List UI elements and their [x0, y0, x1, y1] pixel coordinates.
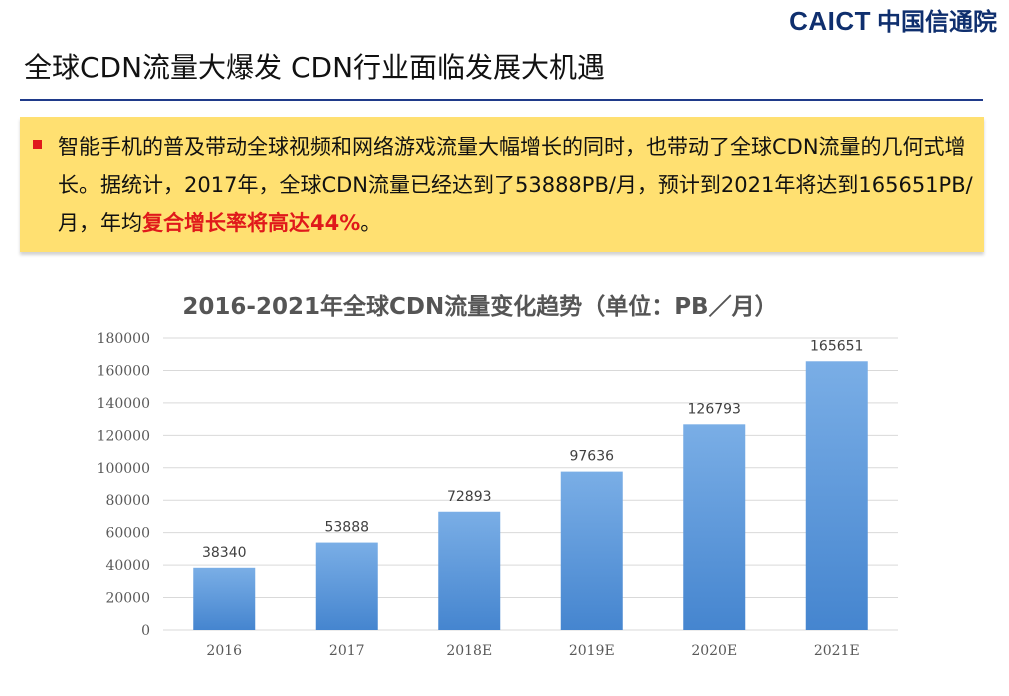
- y-tick-label: 80000: [105, 493, 150, 509]
- y-tick-label: 140000: [97, 396, 150, 412]
- callout-highlight: 复合增长率将高达44%: [142, 211, 361, 235]
- y-tick-label: 0: [141, 623, 150, 639]
- data-label: 97636: [569, 449, 614, 465]
- y-tick-label: 40000: [105, 558, 150, 574]
- data-label: 126793: [688, 401, 741, 417]
- slide-title: 全球CDN流量大爆发 CDN行业面临发展大机遇: [24, 51, 606, 84]
- data-label: 72893: [447, 489, 492, 505]
- callout-text-body: 智能手机的普及带动全球视频和网络游戏流量大幅增长的同时，也带动了全球CDN流量的…: [58, 135, 973, 235]
- summary-callout: 智能手机的普及带动全球视频和网络游戏流量大幅增长的同时，也带动了全球CDN流量的…: [20, 117, 984, 252]
- bullet-square-icon: [33, 140, 42, 149]
- caict-logo: CAICT 中国信通院: [789, 2, 997, 37]
- logo-en-text: CAICT: [789, 6, 871, 36]
- y-tick-label: 120000: [97, 428, 150, 444]
- bar-chart: 0 20000 40000 60000 80000 100000 120000 140000 1…: [97, 331, 898, 659]
- bar: [315, 542, 378, 630]
- x-tick-label: 2017: [329, 643, 365, 659]
- callout-text: 智能手机的普及带动全球视频和网络游戏流量大幅增长的同时，也带动了全球CDN流量的…: [58, 128, 973, 242]
- x-tick-label: 2016: [206, 643, 242, 659]
- chart-title: 2016-2021年全球CDN流量变化趋势（单位：PB／月）: [182, 294, 778, 320]
- y-tick-label: 160000: [97, 363, 150, 379]
- data-label: 53888: [324, 520, 369, 536]
- title-divider: [20, 99, 983, 101]
- bar: [438, 511, 501, 630]
- bar: [193, 567, 256, 630]
- x-tick-label: 2021E: [814, 643, 860, 659]
- bar: [805, 361, 868, 630]
- bar: [683, 424, 746, 630]
- x-tick-label: 2018E: [446, 643, 492, 659]
- y-tick-label: 20000: [105, 591, 150, 607]
- y-tick-label: 60000: [105, 526, 150, 542]
- data-label: 165651: [810, 338, 863, 354]
- bar: [560, 471, 623, 630]
- data-label: 38340: [202, 545, 247, 561]
- y-tick-label: 180000: [97, 331, 150, 347]
- callout-text-end: 。: [360, 211, 382, 235]
- y-tick-label: 100000: [97, 461, 150, 477]
- x-tick-label: 2020E: [691, 643, 737, 659]
- logo-cn-text: 中国信通院: [877, 8, 997, 36]
- x-tick-label: 2019E: [569, 643, 615, 659]
